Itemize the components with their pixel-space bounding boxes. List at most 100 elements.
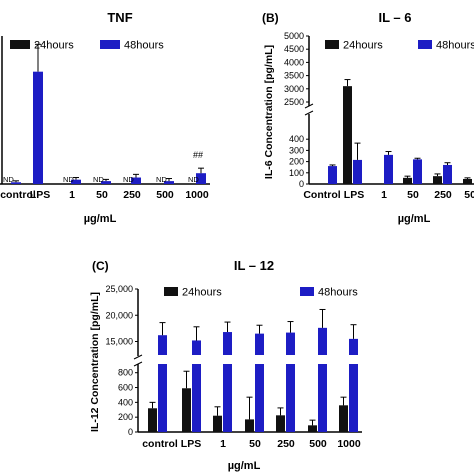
- il12-bar-break-gap-2: [222, 355, 233, 364]
- tnf-legend-swatch-0: [10, 40, 30, 49]
- il6-ytick-label-lower-0: 400: [289, 134, 304, 144]
- il6-ytick-label-lower-3: 100: [289, 168, 304, 178]
- il12-ytick-label-lower-4: 0: [128, 427, 133, 437]
- il6-tick-label-0: Control: [303, 189, 340, 201]
- il12-bar-24h-2: [213, 415, 222, 432]
- il12-bar-break-gap-4: [285, 355, 296, 364]
- il12-x-title: µg/mL: [228, 460, 261, 472]
- il6-bar-48h-3: [413, 159, 422, 184]
- il6-ytick-label-upper-4: 3000: [284, 84, 304, 94]
- il6-tick-label-5: 500: [464, 189, 474, 201]
- il6-panel: (B) IL – 6 24hours 48hours IL-6 Concentratio…: [262, 10, 474, 225]
- tnf-x-title: µg/mL: [84, 213, 117, 225]
- il12-tick-label-3: 50: [249, 438, 261, 450]
- il6-legend-swatch-0: [325, 40, 339, 49]
- il6-ytick-label-upper-3: 3500: [284, 71, 304, 81]
- il12-bar-24h-5: [308, 425, 317, 432]
- il6-ytick-label-upper-2: 4000: [284, 57, 304, 67]
- il6-tick-label-3: 50: [407, 189, 419, 201]
- il6-ytick-label-lower-1: 300: [289, 145, 304, 155]
- tnf-title: TNF: [107, 10, 132, 25]
- il12-bar-48h-2: [223, 332, 232, 432]
- il6-bar-24h-5: [463, 178, 472, 184]
- il12-bar-48h-1: [192, 340, 201, 432]
- il12-tick-label-0: control: [142, 438, 178, 450]
- tnf-bar-48h-3: [101, 181, 111, 184]
- il6-break-mark-2: [304, 110, 314, 116]
- il12-bar-48h-5: [318, 327, 327, 432]
- il12-ytick-label-upper-2: 15,000: [105, 337, 133, 347]
- il12-bar-24h-0: [148, 408, 157, 432]
- tnf-tick-label-5: 500: [156, 189, 174, 201]
- il6-bar-24h-1: [343, 86, 352, 184]
- il6-panel-label: (B): [262, 11, 279, 25]
- il12-legend-label-0: 24hours: [182, 287, 222, 299]
- tnf-nd-label-2: ND: [63, 175, 74, 184]
- tnf-nd-label-4: ND: [123, 175, 134, 184]
- tnf-bar-48h-1: [33, 71, 43, 184]
- il6-bar-48h-0: [328, 166, 337, 184]
- il12-tick-label-5: 500: [309, 438, 327, 450]
- tnf-bar-48h-6: [196, 173, 206, 184]
- il6-tick-label-4: 250: [434, 189, 452, 201]
- il12-bar-24h-6: [339, 405, 348, 432]
- il12-legend-label-1: 48hours: [318, 287, 358, 299]
- tnf-bar-48h-5: [164, 181, 174, 184]
- il6-ytick-label-upper-5: 2500: [284, 97, 304, 107]
- il12-tick-label-1: LPS: [181, 438, 201, 450]
- il12-legend-swatch-1: [300, 287, 314, 296]
- tnf-bar-48h-4: [131, 177, 141, 184]
- il6-legend-swatch-1: [418, 40, 432, 49]
- tnf-annotation: ##: [193, 150, 203, 160]
- il6-y-title: IL-6 Concentration [pg/mL]: [263, 45, 275, 179]
- il6-tick-label-1: LPS: [344, 189, 364, 201]
- il12-tick-label-4: 250: [277, 438, 295, 450]
- il12-bar-break-gap-6: [348, 355, 359, 364]
- tnf-nd-label-3: ND: [93, 175, 104, 184]
- il12-ytick-label-lower-0: 800: [118, 368, 133, 378]
- tnf-nd-label-0: ND: [3, 175, 14, 184]
- tnf-bar-48h-0: [11, 182, 21, 184]
- tnf-tick-label-4: 250: [123, 189, 141, 201]
- il6-break-mark-1: [304, 103, 314, 109]
- il12-bar-break-gap-3: [254, 355, 265, 364]
- il6-tick-label-2: 1: [381, 189, 387, 201]
- il6-legend-label-1: 48hours: [436, 40, 474, 52]
- il12-y-title: IL-12 Concentration [pg/mL]: [89, 292, 101, 432]
- il12-bar-48h-4: [286, 332, 295, 432]
- il6-bar-24h-3: [403, 177, 412, 184]
- il12-ytick-label-lower-3: 200: [118, 412, 133, 422]
- il12-tick-label-2: 1: [220, 438, 226, 450]
- il12-break-mark-2: [133, 361, 143, 367]
- il12-title: IL – 12: [234, 258, 274, 273]
- il12-break-mark-1: [133, 354, 143, 360]
- il6-ytick-label-upper-0: 5000: [284, 31, 304, 41]
- tnf-tick-label-1: LPS: [30, 189, 50, 201]
- il6-bar-48h-4: [443, 164, 452, 184]
- il12-bar-24h-1: [182, 388, 191, 432]
- il6-bar-48h-2: [384, 154, 393, 184]
- il12-ytick-label-lower-1: 600: [118, 383, 133, 393]
- tnf-legend-swatch-1: [100, 40, 120, 49]
- il12-panel-label: (C): [92, 259, 109, 273]
- il6-bar-24h-0: [318, 183, 327, 184]
- il12-ytick-label-upper-1: 20,000: [105, 310, 133, 320]
- il12-bar-48h-0: [158, 335, 167, 432]
- il6-ytick-label-lower-4: 0: [299, 179, 304, 189]
- tnf-nd-label-5: ND: [156, 175, 167, 184]
- tnf-tick-label-0: control: [0, 189, 36, 201]
- il6-x-title: µg/mL: [398, 213, 431, 225]
- tnf-legend-label-1: 48hours: [124, 40, 164, 52]
- il6-bar-24h-4: [433, 176, 442, 184]
- il12-bar-break-gap-1: [191, 355, 202, 364]
- tnf-nd-label-6: ND: [188, 175, 199, 184]
- il12-ytick-label-upper-0: 25,000: [105, 284, 133, 294]
- il12-bar-48h-3: [255, 333, 264, 432]
- tnf-legend-label-0: 24hours: [34, 40, 74, 52]
- il12-bar-break-gap-0: [157, 355, 168, 364]
- tnf-tick-label-3: 50: [96, 189, 108, 201]
- tnf-bar-48h-2: [71, 179, 81, 184]
- il12-ytick-label-lower-2: 400: [118, 397, 133, 407]
- il6-bar-48h-1: [353, 159, 362, 184]
